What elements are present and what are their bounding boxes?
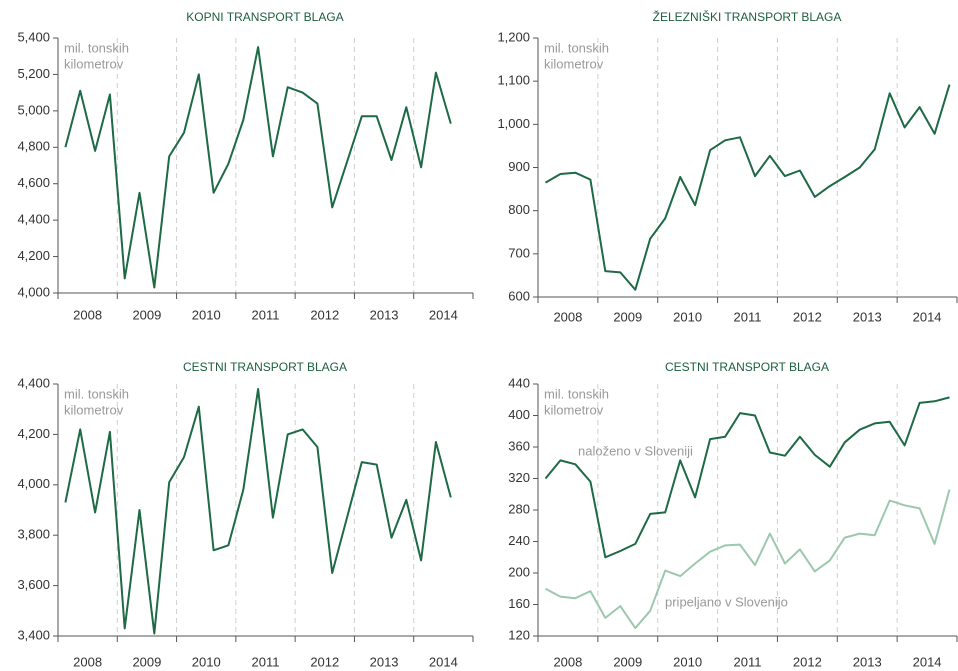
y-axis-label: mil. tonskih (544, 40, 609, 55)
y-tick-label: 240 (508, 533, 530, 548)
y-tick-label: 320 (508, 470, 530, 485)
y-tick-label: 360 (508, 438, 530, 453)
y-tick-label: 4,400 (17, 212, 50, 227)
x-tick-label: 2011 (734, 309, 762, 324)
x-tick-label: 2013 (853, 309, 882, 324)
y-axis-label: kilometrov (544, 402, 604, 417)
data-line (64, 388, 452, 635)
x-tick-label: 2014 (913, 654, 942, 669)
x-tick-label: 2012 (793, 309, 822, 324)
x-tick-label: 2009 (132, 307, 161, 322)
y-tick-label: 4,000 (17, 284, 50, 299)
x-tick-label: 2008 (73, 307, 102, 322)
x-tick-label: 2011 (252, 307, 280, 322)
x-tick-label: 2009 (132, 654, 161, 669)
x-tick-label: 2013 (853, 654, 882, 669)
y-axis-label: mil. tonskih (64, 40, 129, 55)
y-tick-label: 1,200 (497, 29, 530, 44)
y-tick-label: 4,800 (17, 139, 50, 154)
y-tick-label: 800 (508, 202, 530, 217)
x-tick-label: 2008 (73, 654, 102, 669)
x-tick-label: 2010 (673, 309, 702, 324)
y-tick-label: 600 (508, 288, 530, 303)
chart-title: ŽELEZNIŠKI TRANSPORT BLAGA (653, 9, 842, 24)
y-tick-label: 200 (508, 564, 530, 579)
y-tick-label: 4,200 (17, 426, 50, 441)
y-axis-label: kilometrov (64, 402, 124, 417)
y-tick-label: 700 (508, 245, 530, 260)
y-tick-label: 280 (508, 501, 530, 516)
x-tick-label: 2011 (734, 654, 762, 669)
y-tick-label: 4,000 (17, 476, 50, 491)
x-tick-label: 2011 (252, 654, 280, 669)
x-tick-label: 2012 (793, 654, 822, 669)
y-tick-label: 4,600 (17, 175, 50, 190)
y-tick-label: 900 (508, 159, 530, 174)
y-axis-label: kilometrov (64, 56, 124, 71)
y-tick-label: 3,800 (17, 527, 50, 542)
x-tick-label: 2009 (613, 654, 642, 669)
data-line (544, 396, 950, 559)
x-tick-label: 2013 (370, 307, 399, 322)
y-tick-label: 440 (508, 375, 530, 390)
data-line (64, 46, 452, 289)
y-tick-label: 120 (508, 627, 530, 642)
data-line (545, 84, 951, 291)
x-tick-label: 2010 (192, 307, 221, 322)
y-axis-label: mil. tonskih (64, 386, 129, 401)
chart-title: KOPNI TRANSPORT BLAGA (186, 10, 343, 24)
y-axis-label: kilometrov (544, 56, 604, 71)
x-tick-label: 2014 (429, 307, 458, 322)
x-tick-label: 2009 (613, 309, 642, 324)
y-tick-label: 5,400 (17, 29, 50, 44)
series-label: naloženo v Sloveniji (578, 443, 693, 458)
y-tick-label: 5,000 (17, 102, 50, 117)
x-tick-label: 2010 (673, 654, 702, 669)
y-tick-label: 400 (508, 407, 530, 422)
x-tick-label: 2010 (192, 654, 221, 669)
x-tick-label: 2008 (553, 309, 582, 324)
x-tick-label: 2014 (913, 309, 942, 324)
x-tick-label: 2008 (553, 654, 582, 669)
x-tick-label: 2012 (310, 654, 339, 669)
x-tick-label: 2013 (370, 654, 399, 669)
y-tick-label: 160 (508, 596, 530, 611)
data-line (545, 489, 951, 630)
x-tick-label: 2014 (429, 654, 458, 669)
y-tick-label: 4,400 (17, 375, 50, 390)
y-tick-label: 1,000 (497, 116, 530, 131)
x-tick-label: 2012 (310, 307, 339, 322)
y-tick-label: 5,200 (17, 66, 50, 81)
y-tick-label: 1,100 (497, 73, 530, 88)
y-axis-label: mil. tonskih (544, 386, 609, 401)
chart-title: CESTNI TRANSPORT BLAGA (183, 360, 347, 374)
series-label: pripeljano v Slovenijo (665, 594, 788, 609)
chart-title: CESTNI TRANSPORT BLAGA (665, 360, 829, 374)
y-tick-label: 3,600 (17, 577, 50, 592)
y-tick-label: 4,200 (17, 248, 50, 263)
y-tick-label: 3,400 (17, 627, 50, 642)
